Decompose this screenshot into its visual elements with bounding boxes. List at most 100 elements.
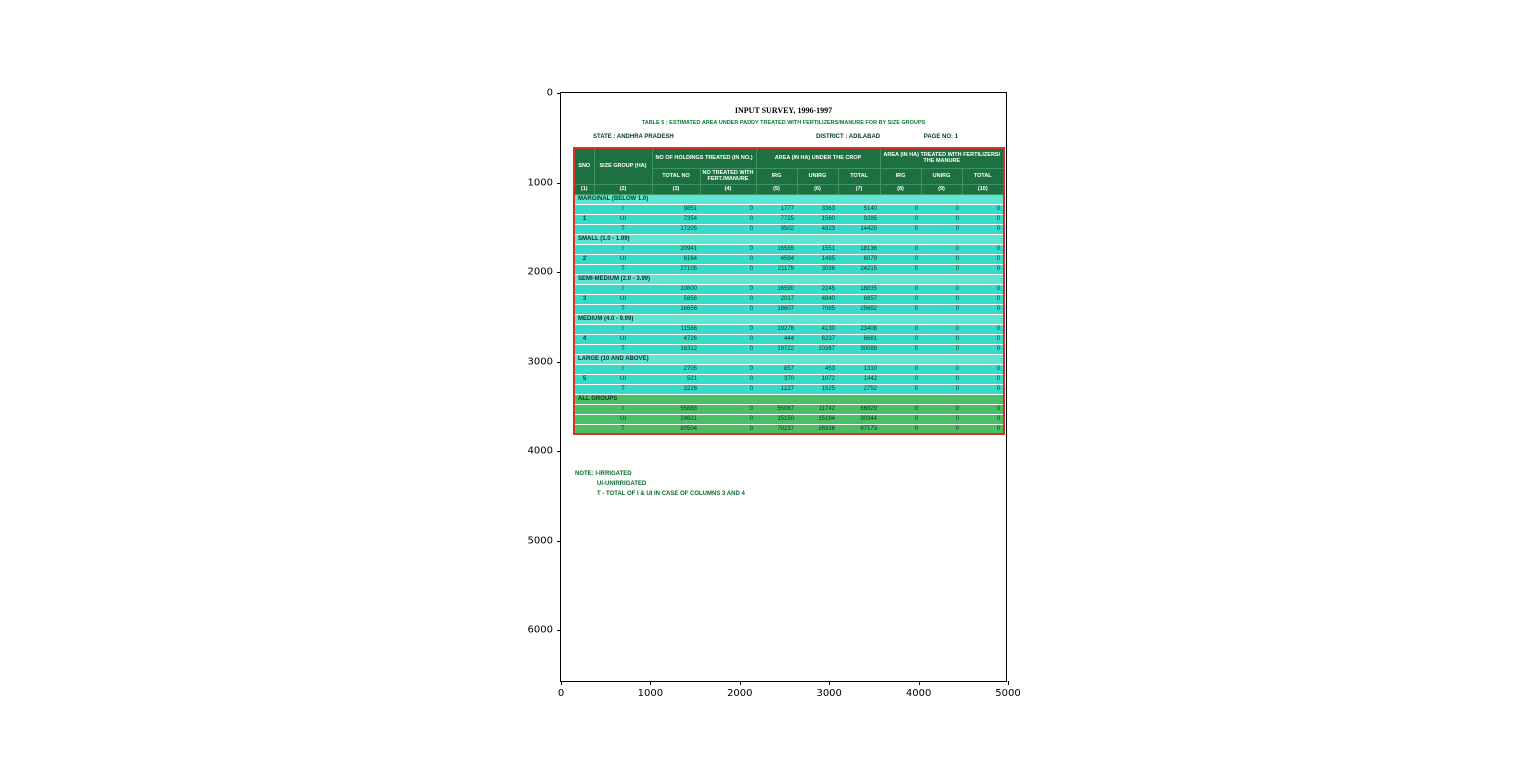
value-cell: 0 (962, 414, 1005, 425)
value-cell: 55087 (756, 404, 797, 415)
value-cell: 5856 (652, 294, 700, 305)
value-cell: 27105 (652, 264, 700, 275)
value-cell: 0 (921, 344, 962, 355)
sno-cell (574, 414, 594, 425)
value-cell: 0 (921, 224, 962, 235)
value-cell: 3226 (652, 384, 700, 395)
value-cell: 370 (756, 374, 797, 385)
value-cell: 0 (921, 414, 962, 425)
survey-table: SNO SIZE GROUP (HA) NO OF HOLDINGS TREAT… (573, 147, 1006, 436)
value-cell: 0 (700, 334, 756, 345)
value-cell: 1227 (756, 384, 797, 395)
table-notes: NOTE: I-IRRIGATED UI-UNIRRIGATED T - TOT… (575, 469, 745, 499)
sno-cell (574, 264, 594, 275)
row-type-cell: I (594, 364, 652, 375)
y-tick-mark (557, 361, 561, 363)
value-cell: 11586 (652, 324, 700, 335)
value-cell: 0 (880, 294, 921, 305)
value-cell: 15194 (797, 414, 838, 425)
col-subheader-total-1: TOTAL (837, 167, 881, 185)
row-type-cell: I (594, 284, 652, 295)
x-tick-label: 3000 (816, 688, 842, 699)
sno-cell: 2 (574, 254, 594, 265)
value-cell: 30344 (838, 414, 880, 425)
note-line: UI-UNIRRIGATED (597, 481, 647, 487)
value-cell: 9285 (838, 214, 880, 225)
value-cell: 18607 (756, 304, 797, 315)
value-cell: 0 (921, 364, 962, 375)
value-cell: 20941 (652, 244, 700, 255)
table-row: I 20941 0 16585 1551 18136 0 0 0 (574, 244, 1005, 255)
value-cell: 11742 (797, 404, 838, 415)
value-cell: 17205 (652, 224, 700, 235)
value-cell: 19278 (756, 324, 797, 335)
value-cell: 0 (962, 244, 1005, 255)
group-label: MEDIUM (4.0 - 9.99) (574, 314, 1005, 325)
sno-cell (574, 384, 594, 395)
y-tick-mark (557, 451, 561, 452)
value-cell: 18835 (838, 284, 880, 295)
page-title: INPUT SURVEY, 1996-1997 (734, 106, 833, 115)
value-cell: 0 (921, 334, 962, 345)
value-cell: 0 (962, 304, 1005, 315)
table-caption: TABLE 5 : ESTIMATED AREA UNDER PADDY TRE… (641, 120, 926, 126)
sno-cell (574, 284, 594, 295)
value-cell: 0 (700, 364, 756, 375)
value-cell: 7354 (652, 214, 700, 225)
group-label-row: SEMI-MEDIUM (2.0 - 3.99) (574, 274, 1005, 285)
value-cell: 0 (700, 244, 756, 255)
value-cell: 0 (880, 424, 921, 435)
y-tick-label: 5000 (527, 535, 553, 546)
value-cell: 24215 (838, 264, 880, 275)
group-label: MARGINAL (BELOW 1.0) (574, 194, 1005, 205)
sno-cell: 4 (574, 334, 594, 345)
col-header-area-treated: AREA (IN HA) TREATED WITH FERTILIZERS/ T… (879, 147, 1005, 169)
col-number: (5) (755, 183, 798, 195)
value-cell: 0 (962, 384, 1005, 395)
col-number: (6) (796, 183, 839, 195)
value-cell: 0 (962, 324, 1005, 335)
value-cell: 0 (962, 284, 1005, 295)
value-cell: 0 (962, 334, 1005, 345)
value-cell: 0 (880, 214, 921, 225)
state-label: STATE : ANDHRA PRADESH (593, 134, 674, 140)
col-number: (10) (961, 183, 1005, 195)
row-type-cell: UI (594, 294, 652, 305)
value-cell: 0 (700, 204, 756, 215)
value-cell: 0 (880, 364, 921, 375)
sno-cell (574, 304, 594, 315)
note-line: T - TOTAL OF I & UI IN CASE OF COLUMNS 3… (597, 491, 745, 497)
value-cell: 0 (921, 424, 962, 435)
row-type-cell: UI (594, 374, 652, 385)
row-type-cell: T (594, 224, 652, 235)
value-cell: 0 (700, 374, 756, 385)
row-type-cell: UI (594, 334, 652, 345)
value-cell: 10367 (797, 344, 838, 355)
value-cell: 0 (880, 254, 921, 265)
value-cell: 0 (921, 324, 962, 335)
value-cell: 0 (880, 224, 921, 235)
y-tick-mark (557, 630, 561, 631)
value-cell: 1551 (797, 244, 838, 255)
sno-cell (574, 344, 594, 355)
value-cell: 0 (880, 304, 921, 315)
value-cell: 0 (880, 414, 921, 425)
value-cell: 16590 (756, 284, 797, 295)
value-cell: 16656 (652, 304, 700, 315)
value-cell: 7725 (756, 214, 797, 225)
value-cell: 0 (962, 294, 1005, 305)
value-cell: 6164 (652, 254, 700, 265)
value-cell: 0 (921, 304, 962, 315)
row-type-cell: T (594, 384, 652, 395)
value-cell: 0 (962, 374, 1005, 385)
value-cell: 0 (700, 404, 756, 415)
col-number: (9) (920, 183, 963, 195)
value-cell: 453 (797, 364, 838, 375)
group-label: SMALL (1.0 - 1.99) (574, 234, 1005, 245)
col-subheader-unirg-1: UNIRG (796, 167, 839, 185)
col-number: (4) (699, 183, 757, 195)
row-type-cell: UI (594, 214, 652, 225)
table-row: I 11586 0 19278 4130 23408 0 0 0 (574, 324, 1005, 335)
district-label: DISTRICT : ADILABAD (816, 134, 881, 140)
